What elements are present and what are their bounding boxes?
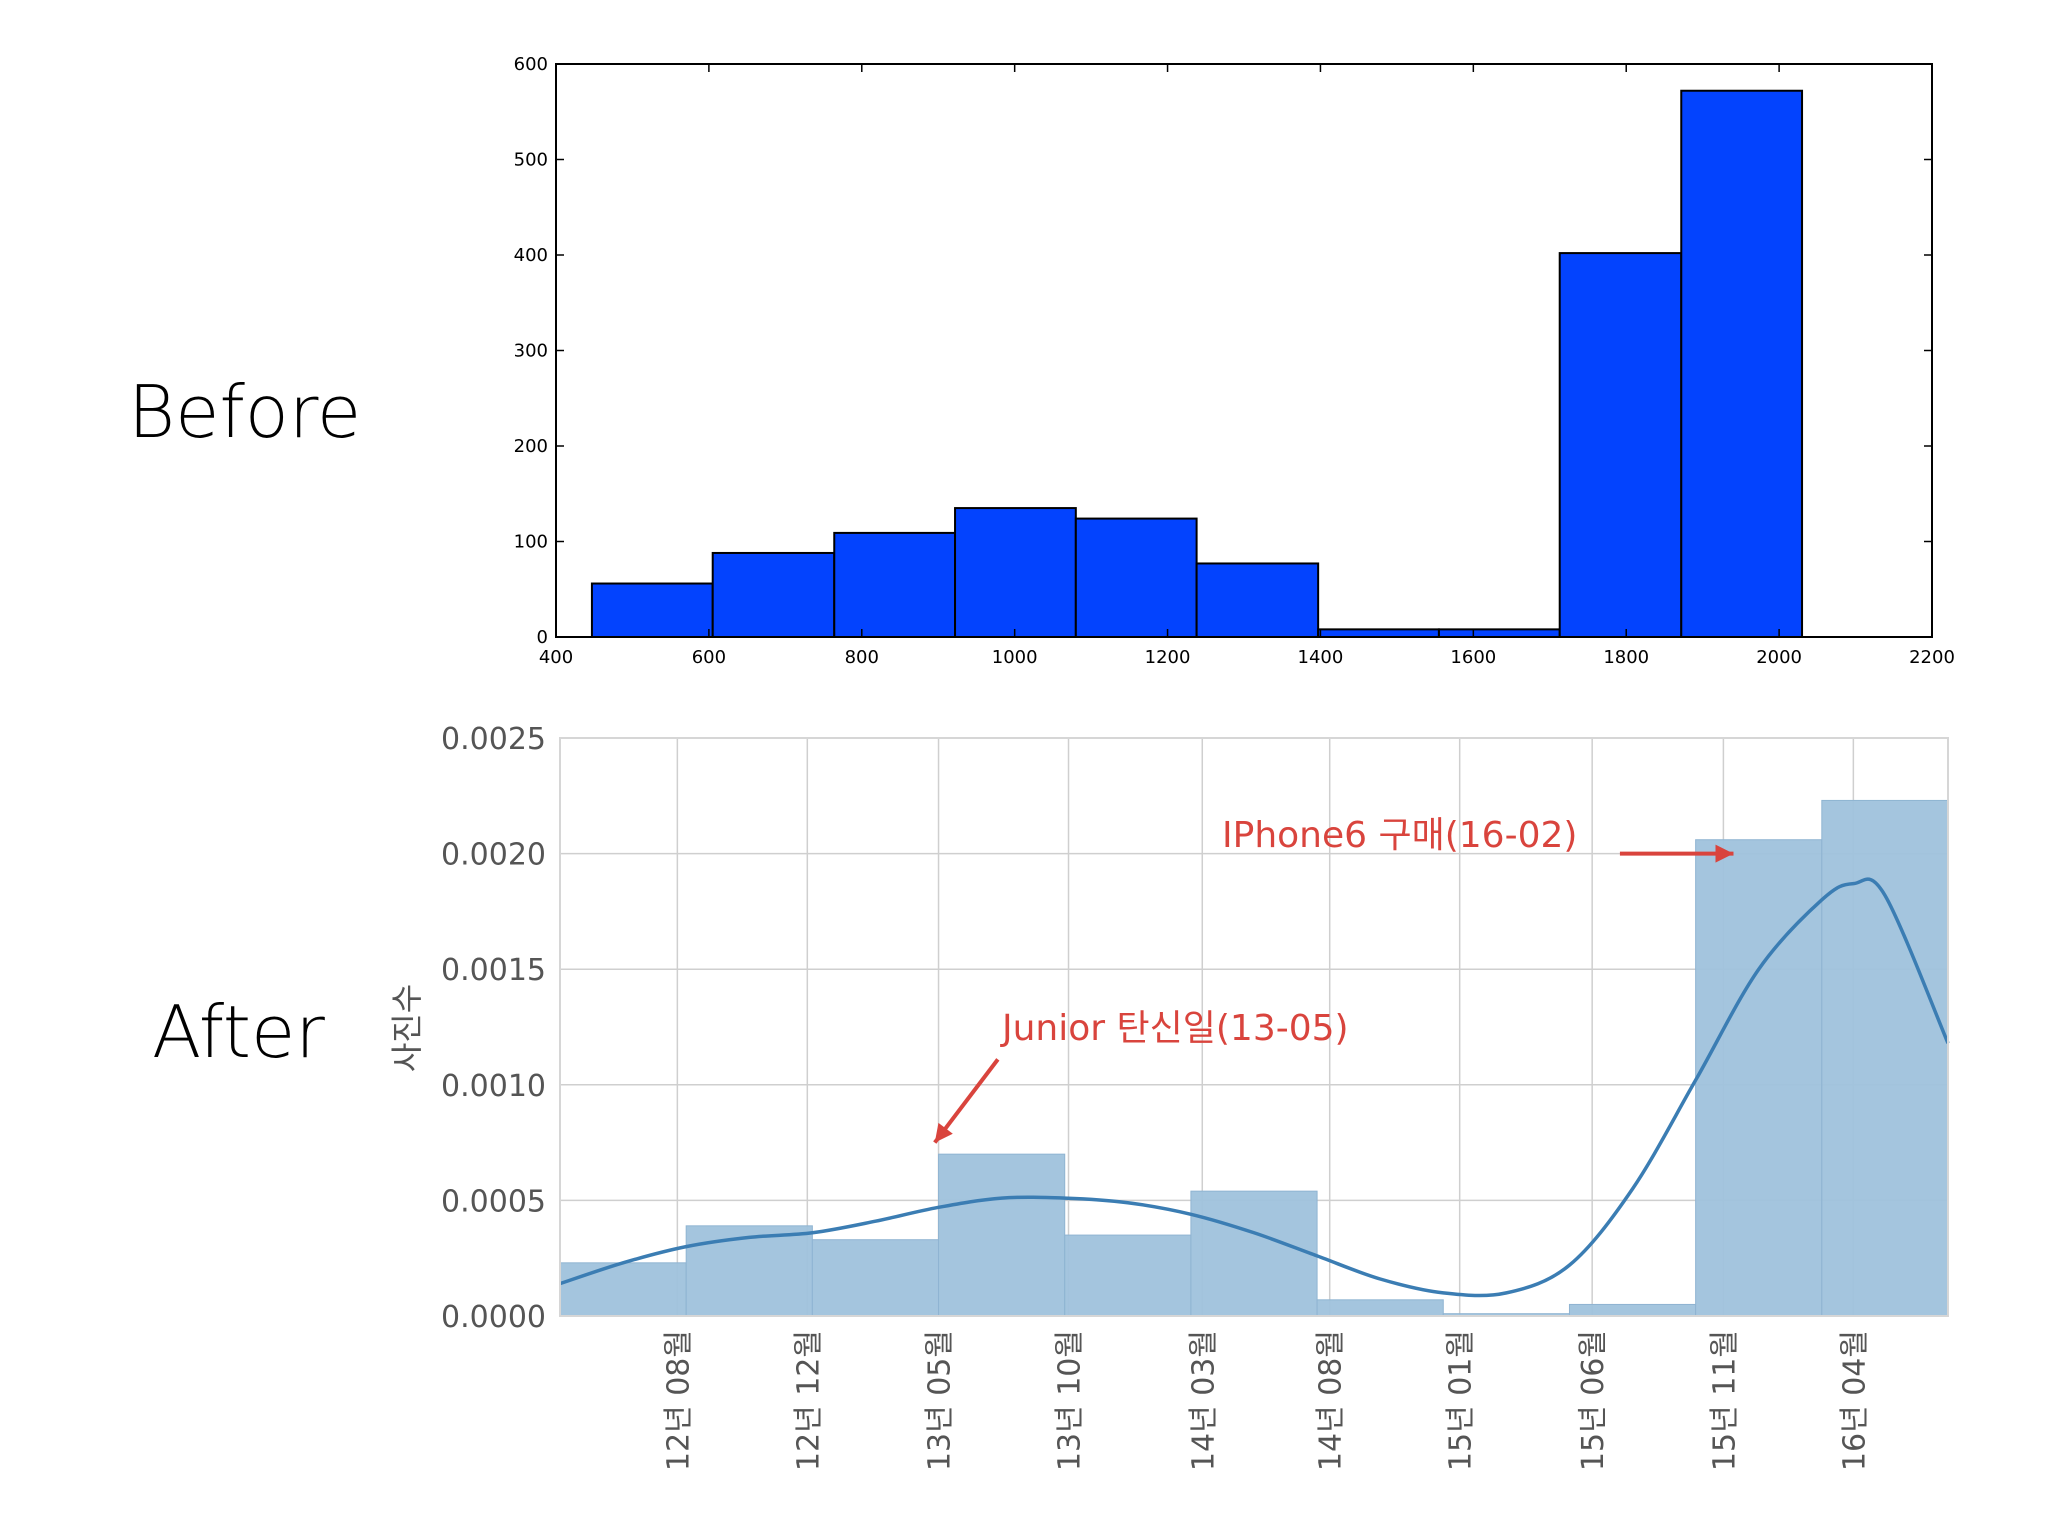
histogram-bar — [711, 551, 836, 639]
plot-frame — [559, 737, 1949, 1317]
histogram-bar — [938, 1153, 1066, 1317]
x-tick-label: 800 — [845, 647, 879, 668]
x-tick-label: 1000 — [992, 647, 1038, 668]
x-tick-label: 15년 11월 — [1707, 1330, 1742, 1471]
x-tick-label: 400 — [539, 647, 573, 668]
x-tick-label: 16년 04월 — [1837, 1330, 1872, 1471]
y-tick-label: 200 — [514, 436, 548, 457]
y-tick-label: 300 — [514, 341, 548, 362]
histogram-bar — [559, 1262, 687, 1317]
annotation-junior: Junior 탄신일(13-05) — [1000, 1008, 1349, 1049]
before-histogram: 400 600 800 1000 1200 1400 1600 1800 2000 2200 0 10… — [514, 54, 1955, 668]
x-tick-label: 12년 12월 — [791, 1330, 826, 1471]
x-tick-label: 14년 03월 — [1186, 1330, 1221, 1471]
histogram-bar — [1190, 1190, 1318, 1317]
y-tick-label: 0.0020 — [441, 838, 546, 873]
x-tick-label: 2200 — [1909, 647, 1955, 668]
y-tick-label: 0.0015 — [441, 953, 546, 988]
histogram-bar — [1695, 839, 1823, 1317]
y-tick-label: 400 — [514, 245, 548, 266]
histogram-bar — [685, 1225, 813, 1317]
x-tick-label: 1800 — [1603, 647, 1649, 668]
x-tick-label: 15년 06월 — [1576, 1330, 1611, 1471]
x-tick-label: 13년 10월 — [1053, 1330, 1088, 1471]
annotation-arrowhead — [934, 1122, 953, 1143]
y-tick-label: 0.0000 — [441, 1300, 546, 1335]
histogram-bar — [1821, 799, 1949, 1317]
x-tick-label: 2000 — [1756, 647, 1802, 668]
histogram-bar — [1558, 252, 1683, 638]
after-label: After — [152, 990, 325, 1074]
histogram-bar — [1437, 628, 1561, 638]
density-curve — [559, 877, 1950, 1298]
y-tick-label: 100 — [514, 532, 548, 553]
y-axis-label: 사진수 — [388, 984, 426, 1072]
x-tick-label: 13년 05월 — [923, 1330, 958, 1471]
y-tick-label: 0.0010 — [441, 1069, 546, 1104]
before-label: Before — [128, 370, 362, 454]
x-tick-label: 1400 — [1298, 647, 1344, 668]
x-tick-label: 1200 — [1145, 647, 1191, 668]
x-tick-label: 15년 01월 — [1444, 1330, 1479, 1471]
annotation-arrowhead — [1715, 844, 1734, 863]
y-tick-label: 500 — [514, 150, 548, 171]
histogram-bar — [1195, 562, 1320, 639]
histogram-bar — [1074, 517, 1198, 639]
histogram-bar — [1064, 1234, 1192, 1317]
x-tick-label: 14년 08월 — [1314, 1330, 1349, 1471]
x-tick-label: 1600 — [1450, 647, 1496, 668]
histogram-bar — [1316, 1299, 1444, 1317]
x-tick-label: 600 — [692, 647, 726, 668]
y-tick-label: 0.0025 — [441, 722, 546, 757]
histogram-bar — [1317, 628, 1440, 638]
y-tick-label: 0.0005 — [441, 1184, 546, 1219]
y-tick-label: 0 — [537, 627, 548, 648]
histogram-bar — [1680, 89, 1804, 639]
histogram-bar — [1568, 1303, 1697, 1317]
histogram-bar — [954, 507, 1077, 639]
y-tick-label: 600 — [514, 54, 548, 75]
x-tick-label: 12년 08월 — [661, 1330, 696, 1471]
histogram-bar — [590, 582, 714, 639]
after-histogram: 0.0000 0.0005 0.0010 0.0015 0.0020 0.0025 12년 … — [388, 722, 1950, 1471]
histogram-bar — [833, 531, 957, 639]
histogram-bar — [811, 1239, 940, 1317]
annotation-iphone: IPhone6 구매(16-02) — [1222, 815, 1577, 856]
